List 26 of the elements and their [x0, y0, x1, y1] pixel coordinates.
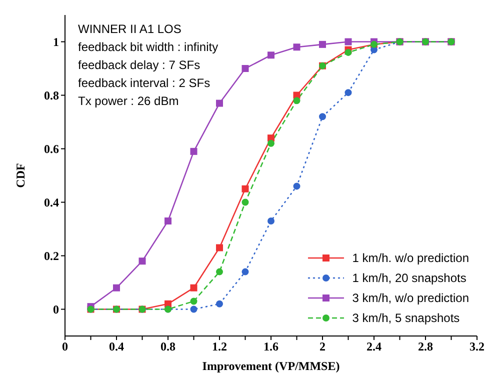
annotation: Tx power : 26 dBm [78, 93, 180, 110]
y-axis-title: CDF [13, 163, 28, 188]
legend-label: 1 km/h, 20 snapshots [352, 271, 466, 285]
annotation: feedback interval : 2 SFs [78, 75, 212, 92]
y-tick-label: 1 [53, 35, 59, 50]
x-tick-label: 1.2 [212, 340, 227, 354]
y-tick-label: 0.4 [44, 196, 59, 210]
annotation: feedback delay : 7 SFs [78, 57, 202, 74]
annotation: feedback bit width : infinity [78, 39, 218, 56]
x-tick-label: 3.2 [470, 340, 484, 354]
y-tick-label: 0.8 [44, 88, 59, 103]
y-tick-label: 0.6 [44, 142, 59, 156]
y-tick-label: 0 [53, 302, 59, 317]
x-tick-label: 2.4 [366, 340, 382, 354]
x-tick-label: 2 [320, 340, 326, 354]
x-axis-title: Improvement (VP/MMSE) [202, 359, 340, 373]
y-tick-label: 0.2 [44, 249, 59, 264]
x-tick-label: 2.8 [418, 340, 433, 354]
annotation: WINNER II A1 LOS [78, 21, 182, 38]
legend-label: 1 km/h. w/o prediction [352, 251, 469, 265]
x-tick-label: 0.8 [160, 340, 176, 354]
legend-label: 3 km/h, 5 snapshots [352, 311, 460, 325]
x-tick-label: 0 [62, 340, 68, 354]
x-tick-label: 1.6 [264, 340, 278, 354]
legend-label: 3 km/h, w/o prediction [352, 291, 469, 305]
x-tick-label: 0.4 [109, 340, 124, 354]
